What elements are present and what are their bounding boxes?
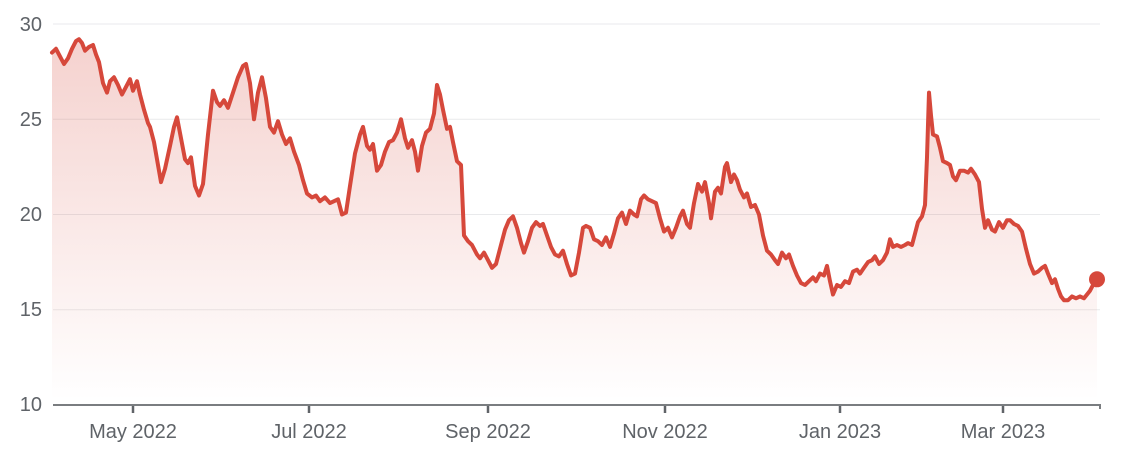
x-axis-tick-label: May 2022 bbox=[89, 421, 177, 443]
x-axis-tick-label: Mar 2023 bbox=[960, 421, 1046, 443]
x-axis-tick-label: Jul 2022 bbox=[271, 421, 347, 443]
price-area-fill bbox=[52, 39, 1097, 405]
latest-price-dot bbox=[1089, 271, 1105, 288]
y-axis-tick-label: 30 bbox=[19, 14, 42, 36]
x-axis-tick-label: Sep 2022 bbox=[445, 421, 531, 443]
y-axis-tick-label: 25 bbox=[19, 109, 42, 131]
y-axis-tick-label: 10 bbox=[19, 394, 42, 416]
price-line bbox=[50, 37, 1099, 303]
x-axis-tick-label: Jan 2023 bbox=[798, 421, 882, 443]
y-axis-tick-label: 20 bbox=[19, 204, 42, 226]
x-axis-tick-label: Nov 2022 bbox=[622, 421, 708, 443]
y-axis-tick-label: 15 bbox=[19, 299, 42, 321]
